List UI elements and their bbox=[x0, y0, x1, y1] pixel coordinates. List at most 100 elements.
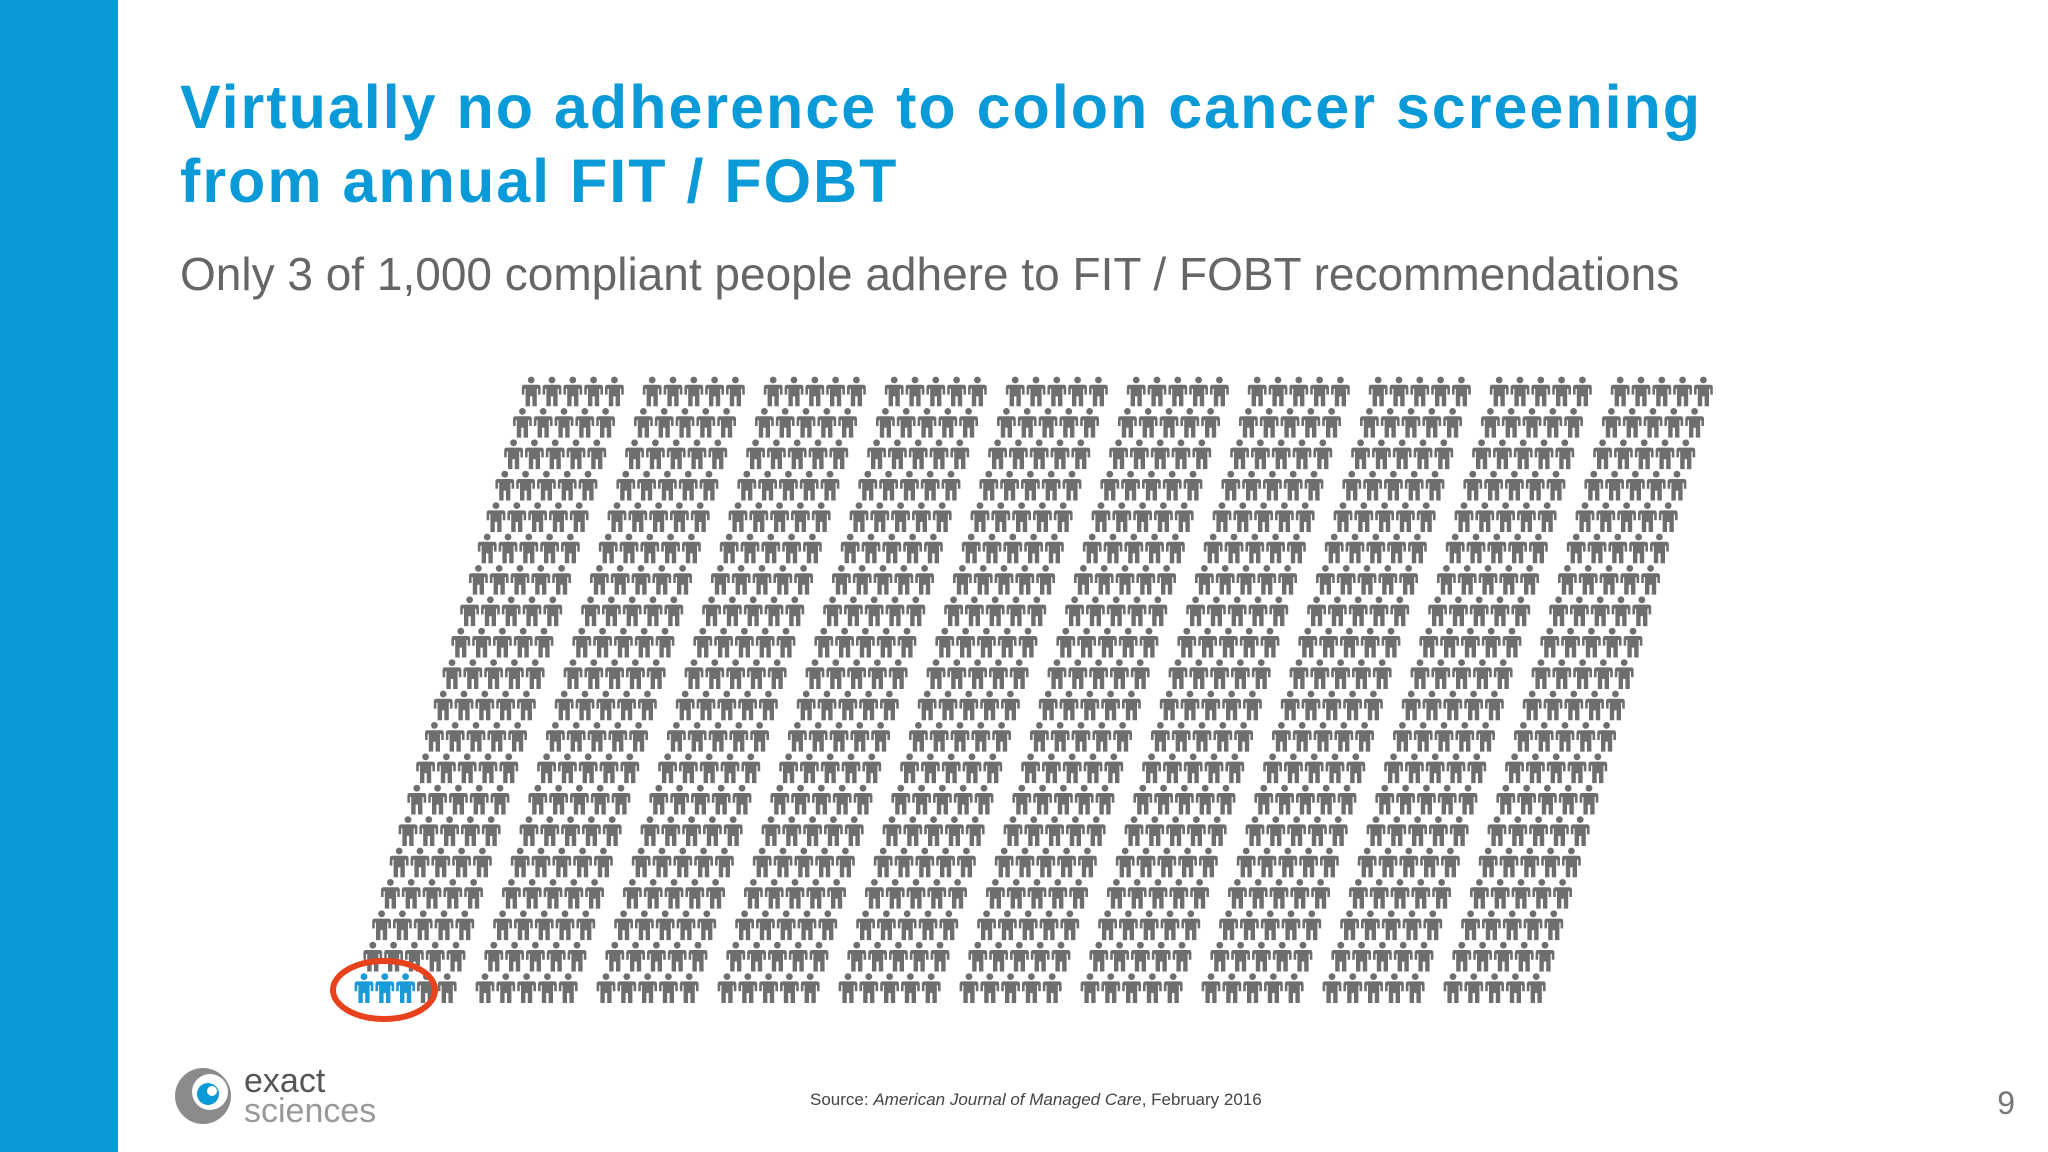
person-icon bbox=[903, 816, 923, 846]
person-icon bbox=[1225, 753, 1245, 784]
person-icon bbox=[1159, 408, 1179, 438]
person-icon bbox=[859, 973, 879, 1003]
person-icon bbox=[1593, 439, 1612, 470]
person-icon bbox=[684, 376, 704, 407]
person-icon bbox=[896, 408, 916, 438]
person-icon bbox=[780, 973, 799, 1003]
person-icon bbox=[1145, 533, 1164, 564]
person-icon bbox=[1428, 596, 1447, 627]
person-icon bbox=[719, 533, 739, 564]
person-icon bbox=[900, 753, 919, 784]
person-icon bbox=[563, 659, 583, 689]
person-icon bbox=[1006, 879, 1026, 909]
person-icon bbox=[469, 565, 488, 595]
person-icon bbox=[1505, 470, 1524, 501]
person-icon bbox=[879, 470, 898, 501]
person-icon bbox=[1086, 816, 1106, 846]
person-icon bbox=[1203, 533, 1223, 564]
person-icon bbox=[1204, 753, 1224, 784]
person-icon bbox=[1414, 941, 1434, 972]
person-icon bbox=[1183, 470, 1203, 501]
person-icon bbox=[1118, 408, 1137, 438]
person-icon bbox=[620, 753, 640, 784]
person-icon bbox=[1068, 659, 1088, 689]
exact-sciences-logo-icon bbox=[175, 1068, 231, 1124]
person-icon bbox=[1611, 596, 1631, 627]
person-icon bbox=[1490, 596, 1510, 627]
person-icon bbox=[590, 565, 609, 595]
person-icon bbox=[1573, 376, 1592, 407]
person-icon bbox=[389, 847, 409, 878]
person-icon bbox=[1062, 470, 1082, 501]
person-icon bbox=[449, 784, 468, 815]
person-icon bbox=[832, 784, 852, 815]
person-icon bbox=[1381, 627, 1401, 658]
person-icon bbox=[814, 627, 834, 658]
person-icon bbox=[817, 690, 837, 721]
person-icon bbox=[1494, 941, 1513, 972]
person-icon bbox=[1623, 627, 1643, 658]
person-icon bbox=[817, 408, 837, 438]
person-icon bbox=[1343, 690, 1362, 721]
person-icon bbox=[425, 941, 445, 972]
person-icon bbox=[820, 753, 840, 784]
person-icon bbox=[835, 627, 854, 658]
person-icon bbox=[1561, 627, 1580, 658]
person-icon bbox=[531, 847, 551, 878]
person-icon bbox=[540, 533, 559, 564]
person-icon bbox=[437, 753, 456, 784]
person-icon bbox=[659, 973, 678, 1003]
person-icon bbox=[629, 722, 648, 752]
person-icon bbox=[920, 470, 940, 501]
person-icon bbox=[1541, 847, 1560, 878]
person-icon bbox=[1313, 722, 1333, 752]
person-icon bbox=[1357, 565, 1377, 595]
person-icon bbox=[921, 753, 940, 784]
person-icon bbox=[1301, 408, 1321, 438]
person-icon bbox=[997, 627, 1017, 658]
person-icon bbox=[1478, 565, 1498, 595]
person-icon bbox=[797, 910, 817, 941]
person-icon bbox=[950, 439, 970, 470]
person-icon bbox=[1010, 941, 1029, 972]
person-icon bbox=[1417, 784, 1436, 815]
person-icon bbox=[638, 973, 657, 1003]
person-icon bbox=[980, 690, 999, 721]
person-icon bbox=[1532, 879, 1552, 909]
person-icon bbox=[558, 753, 577, 784]
person-icon bbox=[1080, 690, 1100, 721]
person-icon bbox=[522, 879, 542, 909]
person-icon bbox=[1089, 659, 1108, 689]
person-icon bbox=[1050, 439, 1070, 470]
person-icon bbox=[1525, 470, 1545, 501]
person-icon bbox=[561, 816, 580, 846]
person-icon bbox=[619, 533, 639, 564]
person-icon bbox=[1470, 879, 1489, 909]
person-icon bbox=[1183, 753, 1203, 784]
person-icon bbox=[540, 816, 560, 846]
person-icon bbox=[750, 722, 769, 752]
person-icon bbox=[924, 533, 943, 564]
person-icon bbox=[1410, 659, 1430, 689]
person-icon bbox=[947, 659, 967, 689]
person-icon bbox=[542, 376, 562, 407]
person-icon bbox=[584, 659, 604, 689]
person-icon bbox=[1664, 408, 1684, 438]
person-icon bbox=[1676, 439, 1696, 470]
person-icon bbox=[1416, 502, 1436, 532]
person-icon bbox=[1333, 502, 1353, 532]
person-icon bbox=[703, 816, 722, 846]
person-icon bbox=[1272, 941, 1292, 972]
person-icon bbox=[1289, 376, 1309, 407]
person-icon bbox=[1464, 973, 1484, 1003]
person-icon bbox=[1629, 533, 1648, 564]
person-icon bbox=[741, 753, 761, 784]
person-icon bbox=[1247, 376, 1267, 407]
person-icon bbox=[413, 910, 433, 941]
person-icon bbox=[1646, 470, 1666, 501]
person-icon bbox=[1107, 879, 1126, 909]
person-icon bbox=[1003, 816, 1023, 846]
person-icon bbox=[1289, 659, 1309, 689]
person-icon bbox=[889, 941, 908, 972]
person-icon bbox=[882, 816, 902, 846]
